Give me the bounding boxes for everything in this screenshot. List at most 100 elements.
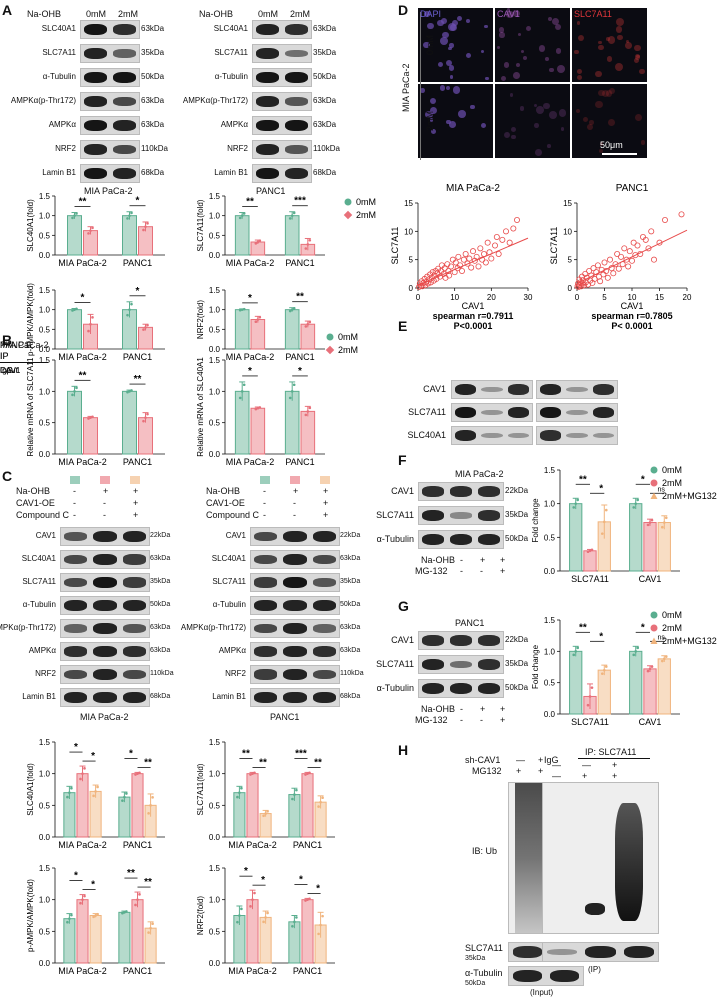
scale-bar	[602, 153, 637, 155]
data-dot	[306, 322, 310, 326]
cell-signal	[634, 44, 642, 52]
kda-label: 50kDa	[150, 601, 171, 608]
data-dot	[648, 667, 652, 671]
y-tick-label: 1.0	[544, 500, 556, 509]
scatter-point	[634, 242, 641, 249]
row-bracket	[420, 12, 421, 160]
western-blot-strip	[252, 44, 312, 63]
data-dot	[240, 786, 243, 790]
y-axis-label: p-AMPK/AMPK(fold)	[26, 879, 35, 952]
data-dot	[650, 518, 654, 522]
scatter-point	[491, 242, 498, 249]
protein-band	[83, 47, 108, 60]
protein-band	[122, 669, 147, 680]
scatter-point	[626, 248, 633, 255]
protein-band	[284, 167, 309, 180]
protein-band	[312, 578, 337, 587]
condition-color-key	[320, 476, 330, 484]
significance-label: **	[79, 197, 87, 208]
cell-signal	[607, 36, 616, 44]
cell-signal	[441, 31, 449, 39]
cell-line-label: PANC1	[270, 712, 300, 722]
sign: -	[103, 498, 106, 508]
bar-chart: 0.0 0.5 1.0 1.5 SLC7A11(fold) MIA PaCa-2 ** ** P…	[196, 738, 335, 850]
protein-name: Lamin B1	[212, 692, 246, 701]
kda-label: 50kDa	[505, 534, 529, 543]
protein-band	[122, 599, 147, 612]
scatter-plot: MIA PaCa-2 0 10 20 30 0 5 10 15 CAV1 SLC7A11 spearm…	[390, 183, 533, 331]
sign: —	[552, 771, 561, 781]
data-dot	[138, 771, 141, 775]
western-blot-strip	[252, 68, 312, 87]
cell-signal	[546, 143, 551, 148]
data-dot	[574, 650, 578, 653]
western-blot-strip	[536, 426, 618, 445]
protein-band	[454, 406, 476, 419]
protein-band	[112, 96, 137, 107]
x-tick-label: PANC1	[123, 457, 152, 467]
kda-label: 50kDa	[465, 980, 486, 987]
western-blot-strip	[250, 642, 340, 661]
data-dot	[306, 772, 309, 775]
data-dot	[266, 911, 269, 915]
y-tick-label: 0.0	[544, 710, 556, 719]
sign: -	[460, 555, 463, 565]
data-dot	[317, 805, 320, 808]
cell-signal	[513, 72, 520, 80]
data-dot	[75, 386, 78, 390]
data-dot	[308, 406, 312, 410]
ip-caption: (IP)	[588, 965, 601, 974]
scatter-point	[447, 263, 454, 270]
sign: -	[73, 486, 76, 496]
data-dot	[79, 777, 82, 781]
sign: +	[293, 486, 299, 496]
protein-name: SLC7A11	[22, 577, 56, 586]
data-dot	[242, 383, 246, 387]
x-tick-label: MIA PaCa-2	[58, 258, 107, 268]
y-tick-label: 0.0	[209, 833, 221, 842]
cell-signal	[449, 75, 454, 79]
scatter-point	[510, 225, 517, 232]
cell-signal	[595, 70, 602, 78]
data-dot	[96, 912, 99, 916]
significance-label: *	[74, 742, 78, 753]
kda-label: 63kDa	[150, 555, 171, 562]
ip-label: IP	[0, 351, 9, 361]
data-dot	[660, 525, 664, 529]
cell-signal	[449, 23, 458, 32]
sign: -	[460, 566, 463, 576]
sign: +	[323, 510, 329, 520]
scatter-point	[645, 245, 652, 252]
y-tick-label: 0.5	[209, 231, 221, 240]
kda-label: 63kDa	[141, 96, 165, 105]
data-dot	[146, 222, 149, 225]
cell-signal	[451, 20, 458, 26]
treatment-label: Na-OHB	[199, 9, 234, 19]
sign: -	[263, 498, 266, 508]
western-blot-strip	[60, 665, 150, 684]
protein-band	[481, 386, 503, 393]
protein-band	[122, 530, 147, 543]
x-tick-label: MIA PaCa-2	[226, 352, 275, 362]
protein-band	[63, 554, 88, 565]
protein-band	[255, 71, 280, 84]
data-dot	[308, 897, 311, 901]
legend-label: 2mM	[356, 210, 376, 220]
protein-band	[585, 946, 616, 958]
concentration-label: 0mM	[258, 9, 278, 19]
protein-band	[122, 554, 147, 565]
y-tick-label: 1.0	[39, 306, 51, 315]
condition-color-key	[100, 476, 110, 484]
data-dot	[648, 521, 652, 524]
significance-label: *	[136, 196, 140, 207]
data-dot	[130, 389, 133, 392]
protein-band	[253, 599, 278, 612]
data-dot	[81, 898, 84, 901]
y-tick-label: 1.5	[39, 738, 51, 747]
protein-band	[63, 577, 88, 588]
protein-band	[253, 691, 278, 704]
protein-band	[63, 646, 88, 657]
significance-label: **	[296, 292, 304, 303]
protein-band	[508, 384, 530, 395]
western-blot-strip	[508, 966, 584, 986]
